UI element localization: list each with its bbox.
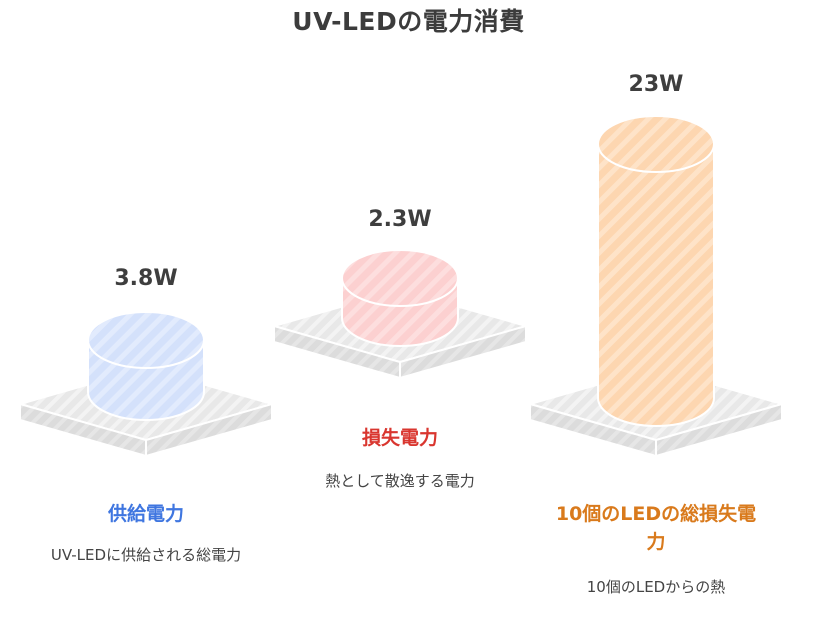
page-title: UV-LEDの電力消費: [292, 7, 525, 36]
loss-power-cylinder: [341, 249, 459, 347]
supply-power-description: UV-LEDに供給される総電力: [50, 546, 242, 564]
total-loss-value: 23W: [628, 72, 684, 97]
supply-power-cylinder: [87, 311, 205, 421]
loss-power-description: 熱として散逸する電力: [325, 472, 475, 490]
total-loss-title: 10個のLEDの総損失電力: [555, 503, 757, 553]
total-loss-description: 10個のLEDからの熱: [586, 578, 726, 596]
loss-power-value: 2.3W: [368, 207, 432, 232]
total-loss-cylinder: [597, 115, 715, 427]
supply-power-value: 3.8W: [114, 266, 178, 291]
total-loss-platform: [526, 366, 786, 458]
supply-power-title: 供給電力: [107, 503, 184, 525]
loss-power-title: 損失電力: [361, 427, 438, 449]
